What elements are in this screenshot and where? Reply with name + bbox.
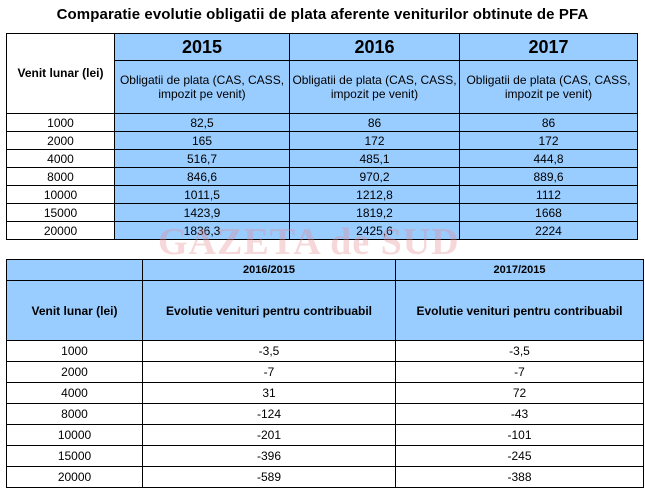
value-cell: -3,5 (395, 340, 644, 362)
value-cell: 172 (459, 131, 638, 150)
table-row: 8000 -124 -43 (6, 403, 644, 425)
value-cell: -201 (142, 424, 396, 446)
table-row: 4000 31 72 (6, 382, 644, 404)
table-row: 8000 846,6 970,2 889,6 (6, 167, 638, 186)
income-cell: 1000 (6, 340, 143, 362)
income-cell: 20000 (6, 221, 115, 240)
obligations-subheader: Obligatii de plata (CAS, CASS, impozit p… (114, 60, 290, 114)
value-cell: 1212,8 (289, 185, 460, 204)
income-cell: 20000 (6, 466, 143, 488)
value-cell: 82,5 (114, 113, 290, 132)
table-row: 1000 -3,5 -3,5 (6, 340, 644, 362)
income-cell: 10000 (6, 424, 143, 446)
value-cell: 889,6 (459, 167, 638, 186)
value-cell: 172 (289, 131, 460, 150)
value-cell: -7 (395, 361, 644, 383)
table-row: 1000 82,5 86 86 (6, 113, 638, 132)
value-cell: 72 (395, 382, 644, 404)
income-cell: 10000 (6, 185, 115, 204)
income-cell: 4000 (6, 382, 143, 404)
value-cell: -388 (395, 466, 644, 488)
year-header-2016: 2016 (289, 33, 460, 61)
income-cell: 8000 (6, 403, 143, 425)
value-cell: 1668 (459, 203, 638, 222)
value-cell: 86 (459, 113, 638, 132)
table-row: 15000 -396 -245 (6, 445, 644, 467)
income-cell: 15000 (6, 203, 115, 222)
income-header: Venit lunar (lei) (6, 280, 143, 341)
ratio-header-2016-2015: 2016/2015 (142, 259, 396, 281)
ratio-header-2017-2015: 2017/2015 (395, 259, 644, 281)
value-cell: 485,1 (289, 149, 460, 168)
income-header: Venit lunar (lei) (6, 33, 115, 114)
value-cell: -124 (142, 403, 396, 425)
income-evolution-table: 2016/2015 2017/2015 Venit lunar (lei) Ev… (6, 259, 644, 488)
value-cell: 444,8 (459, 149, 638, 168)
obligations-subheader: Obligatii de plata (CAS, CASS, impozit p… (459, 60, 638, 114)
value-cell: 2425,6 (289, 221, 460, 240)
evolution-subheader: Evolutie venituri pentru contribuabil (395, 280, 644, 341)
value-cell: 165 (114, 131, 290, 150)
value-cell: 516,7 (114, 149, 290, 168)
income-cell: 1000 (6, 113, 115, 132)
page-title: Comparatie evolutie obligatii de plata a… (56, 6, 589, 23)
value-cell: -7 (142, 361, 396, 383)
income-cell: 8000 (6, 167, 115, 186)
value-cell: 970,2 (289, 167, 460, 186)
empty-header-cell (6, 259, 143, 281)
table-row: 2000 -7 -7 (6, 361, 644, 383)
evolution-subheader: Evolutie venituri pentru contribuabil (142, 280, 396, 341)
obligations-subheader: Obligatii de plata (CAS, CASS, impozit p… (289, 60, 460, 114)
value-cell: 1836,3 (114, 221, 290, 240)
year-header-2017: 2017 (459, 33, 638, 61)
value-cell: -589 (142, 466, 396, 488)
table-row: 20000 -589 -388 (6, 466, 644, 488)
value-cell: 1423,9 (114, 203, 290, 222)
value-cell: 1011,5 (114, 185, 290, 204)
table-row: 20000 1836,3 2425,6 2224 (6, 221, 638, 240)
income-cell: 15000 (6, 445, 143, 467)
income-cell: 4000 (6, 149, 115, 168)
value-cell: -245 (395, 445, 644, 467)
value-cell: 31 (142, 382, 396, 404)
income-cell: 2000 (6, 361, 143, 383)
value-cell: -101 (395, 424, 644, 446)
value-cell: 1819,2 (289, 203, 460, 222)
value-cell: -396 (142, 445, 396, 467)
value-cell: -43 (395, 403, 644, 425)
table-row: 15000 1423,9 1819,2 1668 (6, 203, 638, 222)
value-cell: -3,5 (142, 340, 396, 362)
table-row: 10000 -201 -101 (6, 424, 644, 446)
table-row: 4000 516,7 485,1 444,8 (6, 149, 638, 168)
value-cell: 846,6 (114, 167, 290, 186)
income-cell: 2000 (6, 131, 115, 150)
value-cell: 2224 (459, 221, 638, 240)
obligations-table: Venit lunar (lei) 2015 2016 2017 Obligat… (6, 33, 638, 240)
table-row: 10000 1011,5 1212,8 1112 (6, 185, 638, 204)
table-row: 2000 165 172 172 (6, 131, 638, 150)
value-cell: 1112 (459, 185, 638, 204)
year-header-2015: 2015 (114, 33, 290, 61)
value-cell: 86 (289, 113, 460, 132)
